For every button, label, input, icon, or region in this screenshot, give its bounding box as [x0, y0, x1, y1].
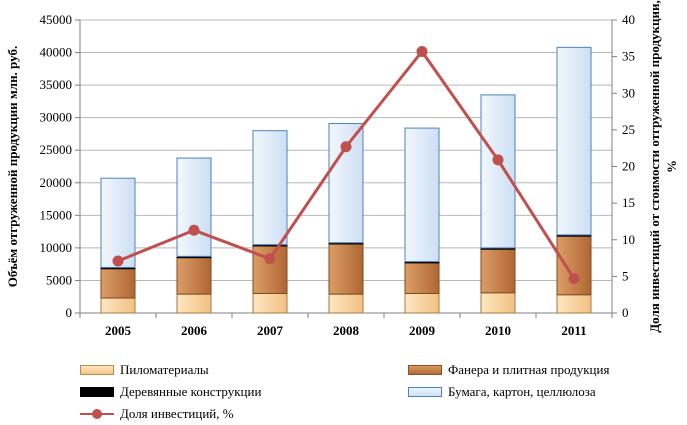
bar-lumber	[100, 297, 136, 314]
legend-label-wooden-structures: Деревянные конструкции	[120, 384, 262, 399]
legend-swatch-plywood	[408, 365, 442, 375]
y-tick-label: 45000	[40, 12, 73, 27]
bar-plywood	[100, 268, 136, 299]
y-tick-label: 15000	[40, 207, 73, 222]
point-investment-share	[264, 253, 276, 265]
legend: Пиломатериалы Фанера и плитная продукция…	[80, 362, 660, 424]
y-tick-label: 30000	[40, 110, 73, 125]
legend-item-investment-share: Доля инвестиций, %	[80, 406, 234, 422]
bar-lumber	[328, 293, 364, 314]
y2-tick-label: 15	[622, 195, 635, 210]
bar-paper	[480, 94, 516, 249]
y2-tick-label: 10	[622, 232, 635, 247]
y2-tick-label: 35	[622, 49, 635, 64]
bar-paper	[176, 157, 212, 257]
bar-paper	[556, 46, 592, 236]
bar-lumber	[480, 292, 516, 314]
y2-axis-title: Доля инвестиций от стоимости отгруженной…	[647, 0, 679, 333]
x-tick-label: 2006	[181, 323, 208, 338]
legend-label-lumber: Пиломатериалы	[120, 362, 209, 377]
y2-tick-label: 30	[622, 85, 635, 100]
point-investment-share	[112, 255, 124, 267]
y2-axis-title-line: %	[664, 160, 679, 173]
point-investment-share	[568, 273, 580, 285]
y-tick-label: 5000	[46, 272, 72, 287]
bar-plywood	[328, 243, 364, 295]
bar-lumber	[556, 294, 592, 314]
x-tick-label: 2008	[333, 323, 360, 338]
legend-item-plywood: Фанера и плитная продукция	[408, 362, 609, 378]
bar-lumber	[404, 292, 440, 314]
chart: 0 5000 10000 15000 20000 25000 30000 35000 40000…	[5, 0, 679, 338]
bar-plywood	[176, 257, 212, 295]
legend-label-plywood: Фанера и плитная продукция	[448, 362, 610, 377]
bar-paper	[252, 130, 288, 246]
y-axis-title: Объём отгруженной продукции млн. руб.	[5, 46, 20, 287]
point-investment-share	[188, 224, 200, 236]
bar-plywood	[556, 235, 592, 296]
y2-tick-label: 20	[622, 159, 635, 174]
y-tick-label: 35000	[40, 77, 73, 92]
x-tick-label: 2005	[105, 323, 132, 338]
bar-paper	[100, 177, 136, 268]
y-tick-label: 0	[66, 305, 73, 320]
legend-swatch-investment-share	[80, 408, 114, 420]
point-investment-share	[416, 45, 428, 57]
y-tick-label: 40000	[40, 45, 73, 60]
legend-label-investment-share: Доля инвестиций, %	[120, 406, 234, 421]
legend-label-paper: Бумага, картон, целлюлоза	[448, 384, 596, 399]
legend-item-paper: Бумага, картон, целлюлоза	[408, 384, 596, 400]
y-tick-label: 25000	[40, 142, 73, 157]
bar-lumber	[176, 293, 212, 314]
x-tick-label: 2007	[257, 323, 284, 338]
y2-tick-label: 25	[622, 122, 635, 137]
x-tick-label: 2009	[409, 323, 436, 338]
bar-lumber	[252, 292, 288, 314]
bar-plywood	[480, 248, 516, 294]
legend-swatch-lumber	[80, 365, 114, 375]
bar-paper	[404, 127, 440, 263]
y2-tick-label: 40	[622, 12, 635, 27]
y-tick-label: 20000	[40, 175, 73, 190]
point-investment-share	[492, 154, 504, 166]
x-tick-label: 2010	[485, 323, 511, 338]
x-tick-label: 2011	[561, 323, 586, 338]
legend-item-lumber: Пиломатериалы	[80, 362, 209, 378]
y-tick-label: 10000	[40, 240, 73, 255]
legend-swatch-paper	[408, 387, 442, 397]
legend-swatch-wooden-structures	[80, 387, 114, 397]
y2-axis-title-line: Доля инвестиций от стоимости отгруженной…	[647, 0, 662, 333]
y2-tick-label: 5	[622, 268, 629, 283]
legend-item-wooden-structures: Деревянные конструкции	[80, 384, 261, 400]
bar-plywood	[404, 262, 440, 294]
y2-tick-label: 0	[622, 305, 629, 320]
point-investment-share	[340, 141, 352, 153]
